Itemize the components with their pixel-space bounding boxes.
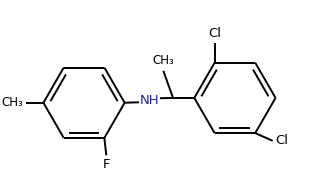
Text: CH₃: CH₃ [1, 96, 23, 109]
Text: NH: NH [140, 94, 160, 107]
Text: F: F [103, 158, 110, 171]
Text: Cl: Cl [275, 134, 289, 147]
Text: CH₃: CH₃ [152, 54, 174, 67]
Text: Cl: Cl [208, 28, 221, 40]
